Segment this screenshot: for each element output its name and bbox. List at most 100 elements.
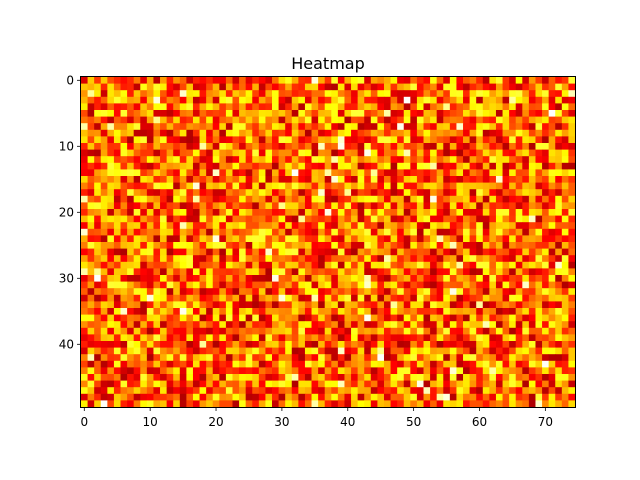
- heatmap-cell: [568, 380, 576, 388]
- heatmap-cell: [199, 400, 207, 408]
- heatmap-cell: [377, 222, 385, 230]
- heatmap-cell: [258, 255, 266, 263]
- heatmap-cell: [331, 116, 339, 124]
- heatmap-cell: [192, 354, 200, 362]
- heatmap-cell: [390, 235, 398, 243]
- heatmap-cell: [225, 308, 233, 315]
- heatmap-cell: [370, 103, 378, 111]
- heatmap-cell: [337, 400, 345, 408]
- heatmap-cell: [351, 123, 359, 131]
- heatmap-cell: [416, 294, 424, 302]
- heatmap-cell: [225, 380, 233, 388]
- heatmap-cell: [146, 235, 154, 243]
- heatmap-cell: [351, 103, 359, 111]
- heatmap-cell: [377, 169, 385, 177]
- heatmap-cell: [192, 321, 200, 329]
- heatmap-cell: [291, 354, 299, 362]
- heatmap-cell: [206, 248, 214, 256]
- heatmap-cell: [495, 149, 503, 157]
- heatmap-cell: [528, 248, 536, 256]
- heatmap-cell: [324, 136, 332, 144]
- heatmap-cell: [199, 202, 207, 210]
- heatmap-cell: [192, 116, 200, 124]
- heatmap-cell: [449, 347, 457, 355]
- heatmap-cell: [252, 301, 260, 309]
- heatmap-cell: [192, 360, 200, 368]
- heatmap-cell: [272, 321, 279, 329]
- heatmap-cell: [133, 387, 141, 395]
- heatmap-cell: [463, 314, 471, 322]
- heatmap-cell: [311, 195, 319, 203]
- heatmap-cell: [370, 149, 378, 157]
- heatmap-cell: [383, 149, 391, 157]
- heatmap-cell: [160, 327, 168, 335]
- heatmap-cell: [133, 110, 141, 117]
- heatmap-cell: [298, 308, 306, 315]
- heatmap-cell: [81, 169, 88, 177]
- heatmap-cell: [482, 367, 490, 375]
- heatmap-cell: [502, 308, 510, 315]
- heatmap-cell: [94, 235, 102, 243]
- heatmap-cell: [449, 268, 457, 276]
- heatmap-cell: [81, 327, 88, 335]
- heatmap-cell: [239, 215, 247, 223]
- heatmap-cell: [291, 110, 299, 117]
- heatmap-cell: [100, 110, 108, 117]
- heatmap-cell: [561, 116, 569, 124]
- heatmap-cell: [120, 321, 128, 329]
- heatmap-cell: [383, 354, 391, 362]
- heatmap-cell: [344, 288, 352, 296]
- heatmap-cell: [502, 235, 510, 243]
- heatmap-cell: [160, 156, 168, 164]
- heatmap-cell: [410, 281, 418, 289]
- heatmap-cell: [252, 354, 260, 362]
- heatmap-cell: [344, 162, 352, 170]
- heatmap-cell: [568, 195, 576, 203]
- heatmap-cell: [298, 169, 306, 177]
- heatmap-cell: [357, 222, 365, 230]
- heatmap-cell: [298, 209, 306, 216]
- heatmap-cell: [489, 242, 497, 249]
- heatmap-cell: [344, 255, 352, 263]
- heatmap-cell: [206, 103, 214, 111]
- heatmap-cell: [548, 374, 556, 381]
- heatmap-cell: [548, 268, 556, 276]
- heatmap-cell: [502, 380, 510, 388]
- heatmap-cell: [542, 209, 550, 216]
- heatmap-cell: [285, 347, 293, 355]
- heatmap-cell: [318, 222, 326, 230]
- heatmap-cell: [489, 149, 497, 157]
- heatmap-cell: [555, 261, 563, 269]
- heatmap-cell: [87, 288, 95, 296]
- heatmap-cell: [239, 393, 247, 401]
- heatmap-cell: [436, 83, 444, 91]
- heatmap-cell: [561, 347, 569, 355]
- heatmap-cell: [219, 149, 227, 157]
- heatmap-cell: [206, 268, 214, 276]
- heatmap-cell: [568, 162, 576, 170]
- heatmap-cell: [113, 327, 121, 335]
- heatmap-cell: [113, 103, 121, 111]
- heatmap-cell: [252, 143, 260, 150]
- heatmap-cell: [146, 327, 154, 335]
- heatmap-cell: [166, 281, 174, 289]
- heatmap-cell: [509, 288, 517, 296]
- heatmap-cell: [403, 96, 411, 104]
- heatmap-cell: [304, 275, 312, 282]
- heatmap-cell: [403, 83, 411, 91]
- heatmap-cell: [87, 83, 95, 91]
- heatmap-cell: [140, 248, 148, 256]
- heatmap-cell: [225, 334, 233, 342]
- heatmap-cell: [337, 242, 345, 249]
- heatmap-cell: [423, 387, 431, 395]
- heatmap-cell: [397, 380, 405, 388]
- heatmap-cell: [542, 301, 550, 309]
- heatmap-cell: [344, 242, 352, 249]
- heatmap-cell: [337, 275, 345, 282]
- heatmap-cell: [120, 255, 128, 263]
- heatmap-cell: [324, 209, 332, 216]
- heatmap-cell: [291, 281, 299, 289]
- heatmap-cell: [127, 248, 135, 256]
- heatmap-cell: [331, 327, 339, 335]
- heatmap-cell: [370, 195, 378, 203]
